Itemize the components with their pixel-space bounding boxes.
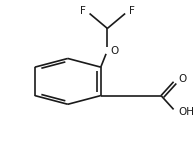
Text: O: O <box>178 74 186 84</box>
Text: F: F <box>80 6 86 16</box>
Text: O: O <box>110 46 118 56</box>
Text: OH: OH <box>178 107 194 117</box>
Text: F: F <box>129 6 135 16</box>
